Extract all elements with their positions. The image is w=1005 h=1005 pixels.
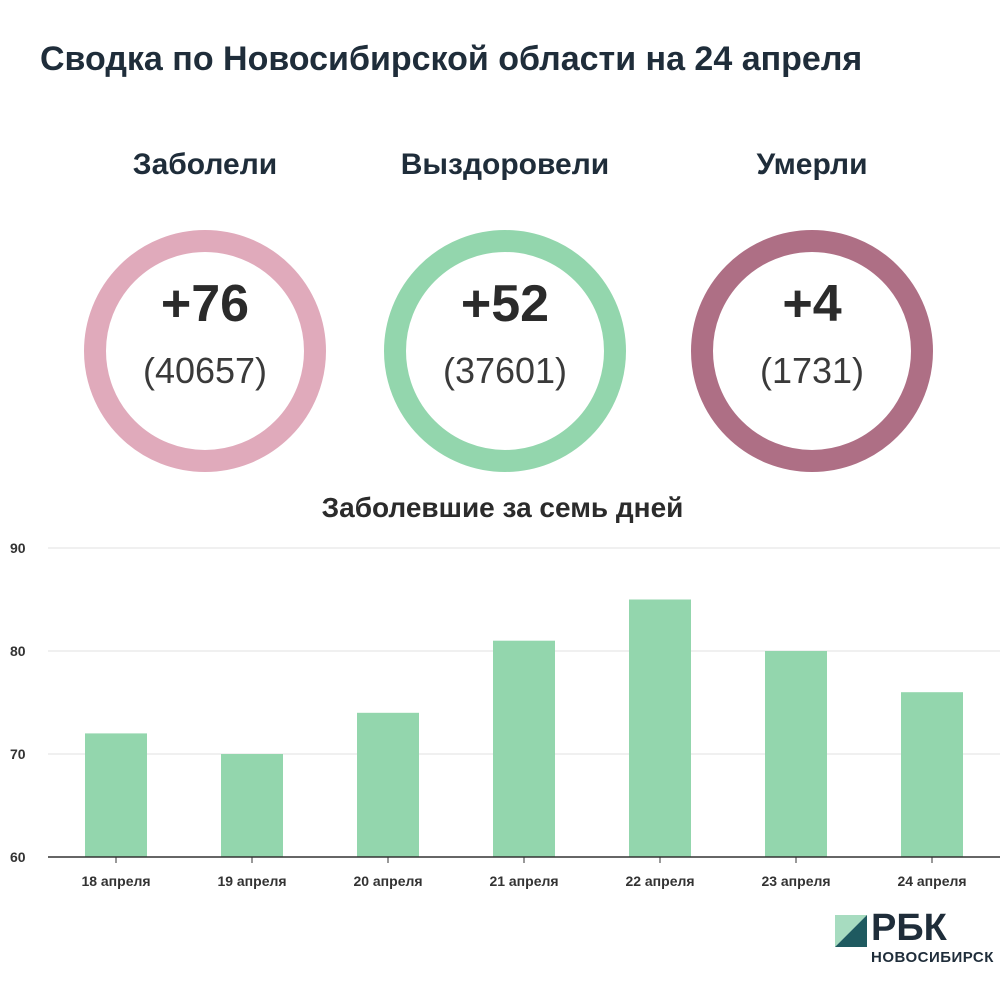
logo-mark-icon: [835, 915, 867, 947]
stat-recovered: Выздоровели +52 (37601): [355, 140, 655, 472]
bar: [221, 754, 283, 857]
logo: РБК НОВОСИБИРСК: [835, 907, 995, 975]
y-tick-label: 80: [10, 643, 26, 659]
logo-subtitle: НОВОСИБИРСК: [871, 949, 994, 966]
stat-label-infected: Заболели: [132, 148, 278, 181]
bar: [85, 733, 147, 857]
x-tick-label: 22 апреля: [625, 873, 694, 889]
y-tick-label: 60: [10, 849, 26, 865]
bar: [493, 640, 555, 857]
x-tick-label: 24 апреля: [897, 873, 966, 889]
x-tick-label: 19 апреля: [217, 873, 286, 889]
page-title: Сводка по Новосибирской области на 24 ап…: [40, 40, 863, 78]
chart-title: Заболевшие за семь дней: [321, 492, 684, 523]
bar-chart: 60 70 80 90 18 апреля 19 апреля 20 апреля 21 ап…: [10, 540, 1000, 889]
bar: [629, 599, 691, 857]
x-tick-label: 23 апреля: [761, 873, 830, 889]
stat-deaths: Умерли +4 (1731): [662, 140, 962, 472]
x-tick-label: 20 апреля: [353, 873, 422, 889]
delta-infected: +76: [160, 275, 250, 333]
bar: [765, 651, 827, 857]
total-deaths: (1731): [759, 350, 865, 391]
bar: [901, 692, 963, 857]
x-tick-label: 18 апреля: [81, 873, 150, 889]
stat-label-deaths: Умерли: [756, 148, 868, 181]
y-tick-label: 70: [10, 746, 26, 762]
stat-infected: Заболели +76 (40657): [55, 140, 355, 472]
bar: [357, 712, 419, 857]
delta-recovered: +52: [460, 275, 550, 333]
total-infected: (40657): [142, 350, 268, 391]
delta-deaths: +4: [782, 275, 842, 333]
x-tick-label: 21 апреля: [489, 873, 558, 889]
y-tick-label: 90: [10, 540, 26, 556]
stat-label-recovered: Выздоровели: [400, 148, 610, 181]
total-recovered: (37601): [442, 350, 568, 391]
logo-text: РБК: [871, 907, 947, 949]
ring-infected: +76 (40657): [84, 230, 326, 472]
